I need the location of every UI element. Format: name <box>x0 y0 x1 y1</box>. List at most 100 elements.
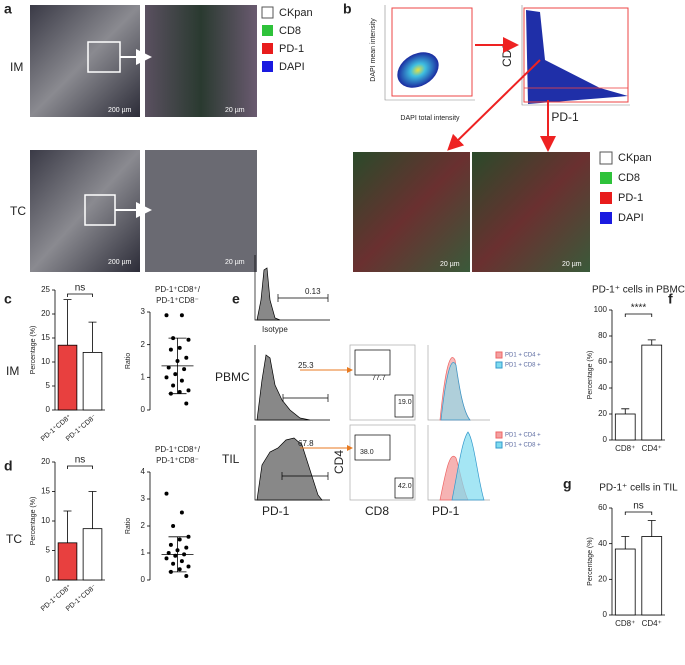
axis <box>521 5 630 106</box>
panel-label: d <box>4 458 13 474</box>
y-tick-label: 15 <box>41 333 50 342</box>
histogram <box>256 267 281 321</box>
bracket <box>67 465 93 469</box>
legend-swatch <box>262 43 273 54</box>
significance: ns <box>75 455 86 466</box>
dot-plot <box>349 424 416 501</box>
data-point <box>168 542 173 547</box>
row-label: TIL <box>222 452 240 466</box>
chart-title: PD-1⁺ cells in TIL <box>599 483 678 494</box>
legend-label: PD-1 <box>618 192 643 204</box>
bar <box>614 548 636 616</box>
legend-swatch <box>600 212 612 224</box>
legend-swatch <box>495 351 503 359</box>
legend-label: PD1 + CD4 + <box>505 433 541 439</box>
scale-label: 200 µm <box>108 259 132 266</box>
gate <box>523 87 629 103</box>
legend-label: PD1 + CD8 + <box>505 443 541 449</box>
gate <box>277 294 329 302</box>
bar <box>614 413 636 441</box>
legend-label: DAPI <box>618 212 644 224</box>
axis-label: Isotype <box>262 325 288 334</box>
panel-label: e <box>232 291 240 307</box>
legend-swatch <box>261 6 274 19</box>
y-tick-label: 40 <box>598 539 607 548</box>
data-point <box>177 537 182 542</box>
axis-label: PD-1 <box>432 504 460 518</box>
axis <box>384 5 475 101</box>
y-tick-label: 2 <box>141 340 146 349</box>
y-tick-label: 0 <box>141 575 146 584</box>
flow-plots <box>254 255 490 501</box>
data-point <box>177 345 182 350</box>
gate-value: 67.8 <box>298 439 314 448</box>
y-tick-label: 0 <box>603 435 608 444</box>
x-tick-label: CD4⁺ <box>642 444 662 453</box>
error-bar <box>88 321 97 353</box>
data-point <box>166 365 171 370</box>
axis <box>254 255 330 321</box>
axis-label: CD4 <box>332 450 346 474</box>
panel-label: f <box>668 291 673 307</box>
axis-label: DAPI total intensity <box>400 115 460 122</box>
data-point <box>179 313 184 318</box>
legend-label: CD8 <box>279 25 301 37</box>
row-label: TC <box>10 204 26 218</box>
y-axis-label: Percentage (%) <box>30 497 37 546</box>
gate <box>282 394 329 402</box>
panel-label: c <box>4 291 12 307</box>
error-bar <box>647 339 656 346</box>
panel-label: g <box>563 476 572 492</box>
scale-label: 200 µm <box>108 107 132 114</box>
data-point <box>186 534 191 539</box>
x-tick-label: CD4⁺ <box>642 619 662 628</box>
error-bar <box>621 536 630 550</box>
y-tick-label: 0 <box>46 575 51 584</box>
bracket <box>624 313 653 317</box>
y-tick-label: 20 <box>41 309 50 318</box>
data-point <box>171 561 176 566</box>
data-point <box>164 375 169 380</box>
density-cloud <box>397 52 439 88</box>
significance: **** <box>631 303 647 314</box>
y-tick-label: 0 <box>603 610 608 619</box>
row-label: IM <box>6 364 19 378</box>
x-tick-label: CD8⁺ <box>615 619 635 628</box>
gate-value: 77.7 <box>372 375 386 382</box>
axis-label: CD8 <box>365 504 389 518</box>
y-tick-label: 10 <box>41 516 50 525</box>
y-axis-label: Percentage (%) <box>30 326 37 375</box>
data-point <box>182 367 187 372</box>
y-tick-label: 15 <box>41 487 50 496</box>
gate-value: 38.0 <box>360 449 374 456</box>
row-label: TC <box>6 532 22 546</box>
density-cloud <box>526 10 628 104</box>
micrograph <box>145 150 257 272</box>
y-tick-label: 20 <box>598 574 607 583</box>
micrograph <box>30 5 140 117</box>
legend-label: CKpan <box>279 7 313 19</box>
axis-label: PD-1 <box>262 504 290 518</box>
legend-label: CD8 <box>618 172 640 184</box>
data-point <box>177 567 182 572</box>
error-bar <box>63 299 72 346</box>
data-point <box>184 573 189 578</box>
legend-label: CKpan <box>618 152 652 164</box>
y-tick-label: 4 <box>141 467 146 476</box>
data-point <box>184 545 189 550</box>
bar <box>82 351 103 411</box>
scale-label: 20 µm <box>562 261 582 268</box>
data-point <box>184 355 189 360</box>
y-axis-label: Ratio <box>125 518 132 534</box>
data-point <box>164 556 169 561</box>
legend-swatch <box>262 25 273 36</box>
axis-label: PD-1 <box>551 110 579 124</box>
significance: ns <box>75 283 86 294</box>
scale-label: 20 µm <box>225 107 245 114</box>
data-point <box>177 390 182 395</box>
gate <box>354 349 391 376</box>
data-point <box>179 510 184 515</box>
scale-label: 20 µm <box>440 261 460 268</box>
error-bar <box>63 510 72 543</box>
panel-label: b <box>343 1 352 17</box>
